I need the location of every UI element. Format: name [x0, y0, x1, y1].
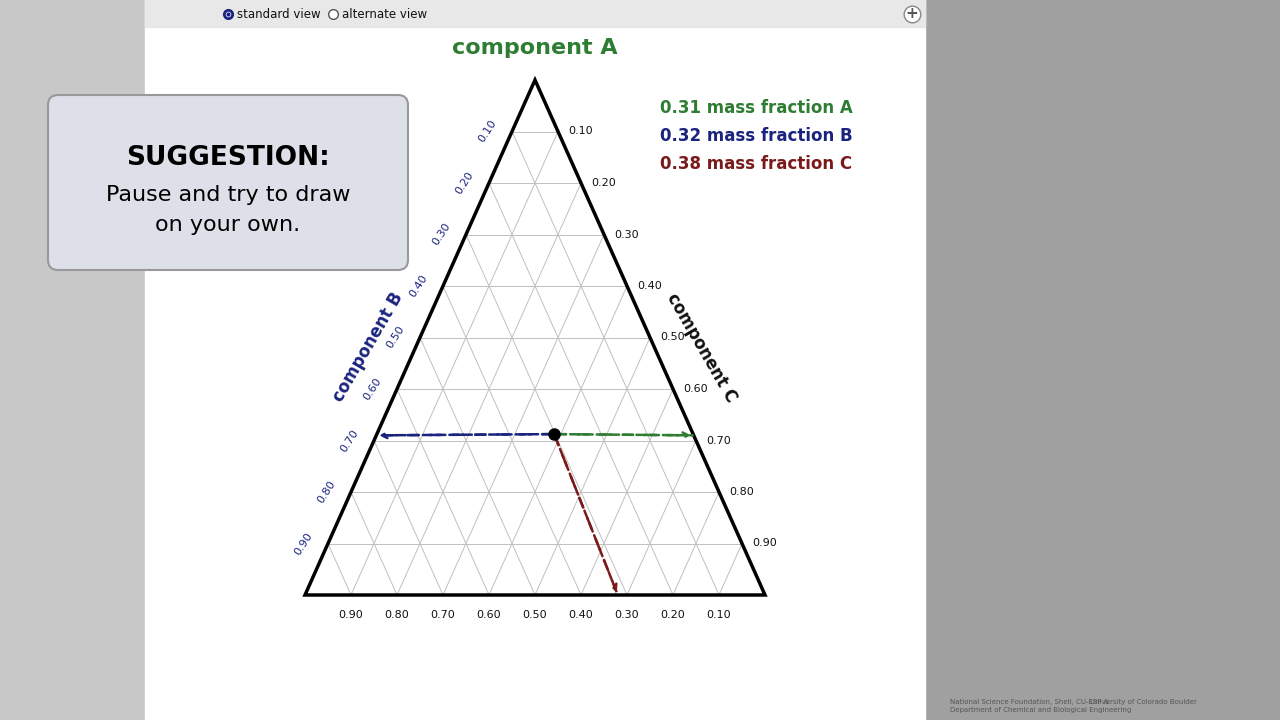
Text: 0.10: 0.10 — [476, 119, 498, 145]
Text: 0.30: 0.30 — [430, 222, 452, 248]
Text: 0.40: 0.40 — [407, 273, 429, 299]
Text: 0.40: 0.40 — [637, 281, 662, 291]
Text: 0.90: 0.90 — [292, 531, 314, 557]
Text: 0.30: 0.30 — [614, 230, 639, 240]
Text: 0.50: 0.50 — [522, 610, 548, 620]
Text: 0.80: 0.80 — [315, 479, 337, 505]
Text: standard view: standard view — [237, 7, 320, 20]
Text: 0.10: 0.10 — [707, 610, 731, 620]
Text: 0.20: 0.20 — [591, 178, 616, 188]
Text: component C: component C — [663, 289, 741, 405]
Text: 0.70: 0.70 — [338, 428, 360, 454]
Bar — [145, 0, 925, 720]
Text: 0.90: 0.90 — [753, 539, 777, 549]
FancyBboxPatch shape — [49, 95, 408, 270]
Text: SUGGESTION:: SUGGESTION: — [127, 145, 330, 171]
Text: 0.50: 0.50 — [660, 333, 685, 343]
Text: component A: component A — [452, 38, 618, 58]
Text: 0.80: 0.80 — [384, 610, 410, 620]
Bar — [0, 0, 145, 720]
Bar — [145, 0, 925, 27]
Text: 0.32 mass fraction B: 0.32 mass fraction B — [660, 127, 852, 145]
Text: 0.60: 0.60 — [684, 384, 708, 394]
Text: on your own.: on your own. — [155, 215, 301, 235]
Text: 0.90: 0.90 — [339, 610, 364, 620]
Bar — [925, 0, 1280, 720]
Text: 0.31 mass fraction A: 0.31 mass fraction A — [660, 99, 852, 117]
Text: 0.60: 0.60 — [476, 610, 502, 620]
Text: 0.20: 0.20 — [453, 170, 475, 196]
Text: 0.50: 0.50 — [384, 325, 406, 351]
Text: 0.20: 0.20 — [660, 610, 685, 620]
Text: +: + — [906, 6, 918, 22]
Text: University of Colorado Boulder: University of Colorado Boulder — [1091, 699, 1197, 705]
Text: 0.70: 0.70 — [430, 610, 456, 620]
Text: 0.60: 0.60 — [361, 376, 383, 402]
Text: National Science Foundation, Shell, CU-ESP &: National Science Foundation, Shell, CU-E… — [950, 699, 1110, 705]
Text: 0.40: 0.40 — [568, 610, 594, 620]
Text: 0.30: 0.30 — [614, 610, 639, 620]
Text: 0.70: 0.70 — [707, 436, 731, 446]
Text: alternate view: alternate view — [342, 7, 428, 20]
Text: 0.38 mass fraction C: 0.38 mass fraction C — [660, 155, 852, 173]
Text: 0.80: 0.80 — [730, 487, 754, 497]
Text: component B: component B — [329, 289, 407, 405]
Text: Pause and try to draw: Pause and try to draw — [106, 185, 351, 205]
Text: 0.10: 0.10 — [568, 127, 593, 137]
Text: Department of Chemical and Biological Engineering: Department of Chemical and Biological En… — [950, 707, 1132, 713]
